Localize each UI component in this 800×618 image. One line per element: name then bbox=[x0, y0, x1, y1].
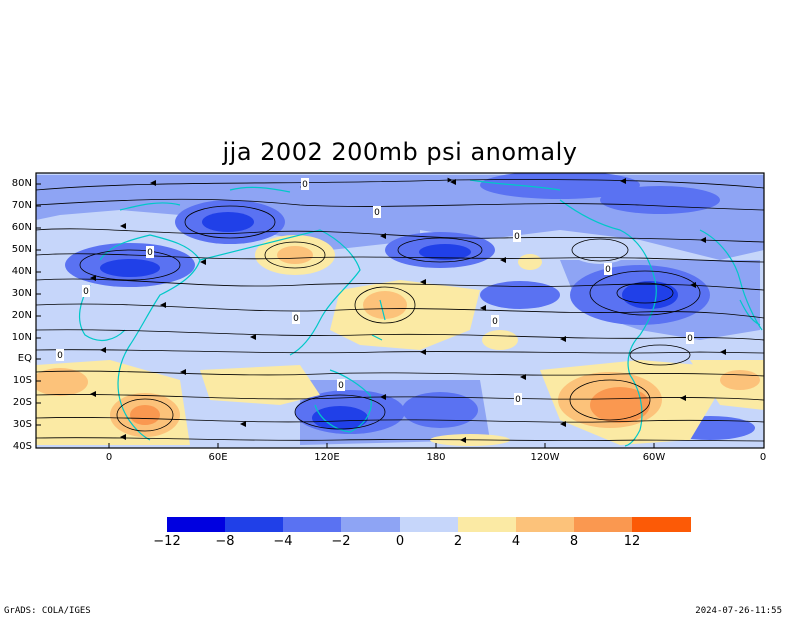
colorbar-tick-label: −12 bbox=[153, 534, 181, 549]
footer-credit: GrADS: COLA/IGES bbox=[4, 606, 91, 616]
lat-label: 10N bbox=[11, 332, 32, 343]
lat-label: 20S bbox=[12, 397, 32, 408]
contour-label: 0 bbox=[338, 381, 344, 391]
colorbar-tick-label: 0 bbox=[395, 534, 405, 549]
contour-label: 0 bbox=[83, 287, 89, 297]
colorbar bbox=[167, 517, 691, 532]
lon-label: 120W bbox=[530, 452, 560, 463]
colorbar-swatch bbox=[341, 517, 400, 532]
colorbar-tick-label: −4 bbox=[273, 534, 293, 549]
colorbar-tick-label: −8 bbox=[215, 534, 235, 549]
lon-label: 60E bbox=[208, 452, 228, 463]
colorbar-swatch bbox=[400, 517, 458, 532]
contour-label: 0 bbox=[302, 180, 308, 190]
plot-frame bbox=[35, 172, 765, 449]
contour-label: 0 bbox=[147, 248, 153, 258]
lat-label: 50N bbox=[11, 244, 32, 255]
contour-label: 0 bbox=[57, 351, 63, 361]
lat-label: 30S bbox=[12, 419, 32, 430]
lon-label: 60W bbox=[642, 452, 666, 463]
lon-label: 120E bbox=[314, 452, 340, 463]
colorbar-tick-label: −2 bbox=[331, 534, 351, 549]
contour-label: 0 bbox=[605, 265, 611, 275]
colorbar-swatch bbox=[167, 517, 225, 532]
contour-labels: 0 0 0 0 0 0 0 0 0 0 0 0 bbox=[56, 178, 694, 405]
lon-label: 180 bbox=[426, 452, 446, 463]
colorbar-tick-label: 8 bbox=[569, 534, 579, 549]
footer-timestamp: 2024-07-26-11:55 bbox=[695, 606, 782, 616]
lon-label: 0 bbox=[759, 452, 767, 463]
contour-label: 0 bbox=[374, 208, 380, 218]
contour-label: 0 bbox=[687, 334, 693, 344]
contour-label: 0 bbox=[293, 314, 299, 324]
colorbar-tick-label: 12 bbox=[623, 534, 641, 549]
contour-label: 0 bbox=[492, 317, 498, 327]
lat-label: 70N bbox=[11, 200, 32, 211]
lat-label: 60N bbox=[11, 222, 32, 233]
lat-label: EQ bbox=[17, 353, 32, 364]
coastlines bbox=[78, 179, 763, 447]
colorbar-swatch bbox=[632, 517, 691, 532]
colorbar-swatch bbox=[283, 517, 341, 532]
lat-label: 10S bbox=[12, 375, 32, 386]
colorbar-swatch bbox=[574, 517, 632, 532]
contour-label: 0 bbox=[514, 232, 520, 242]
lat-label: 30N bbox=[11, 288, 32, 299]
contour-label: 0 bbox=[515, 395, 521, 405]
colorbar-swatch bbox=[516, 517, 574, 532]
lat-label: 80N bbox=[11, 178, 32, 189]
anomaly-field bbox=[36, 173, 764, 448]
lat-label: 20N bbox=[11, 310, 32, 321]
lat-label: 40N bbox=[11, 266, 32, 277]
colorbar-swatch bbox=[225, 517, 283, 532]
lon-label: 0 bbox=[105, 452, 113, 463]
colorbar-tick-label: 2 bbox=[453, 534, 463, 549]
lat-label: 40S bbox=[12, 441, 32, 452]
colorbar-swatch bbox=[458, 517, 516, 532]
chart-title: jja 2002 200mb psi anomaly bbox=[222, 138, 578, 166]
colorbar-tick-label: 4 bbox=[511, 534, 521, 549]
axis-ticks bbox=[36, 183, 655, 448]
